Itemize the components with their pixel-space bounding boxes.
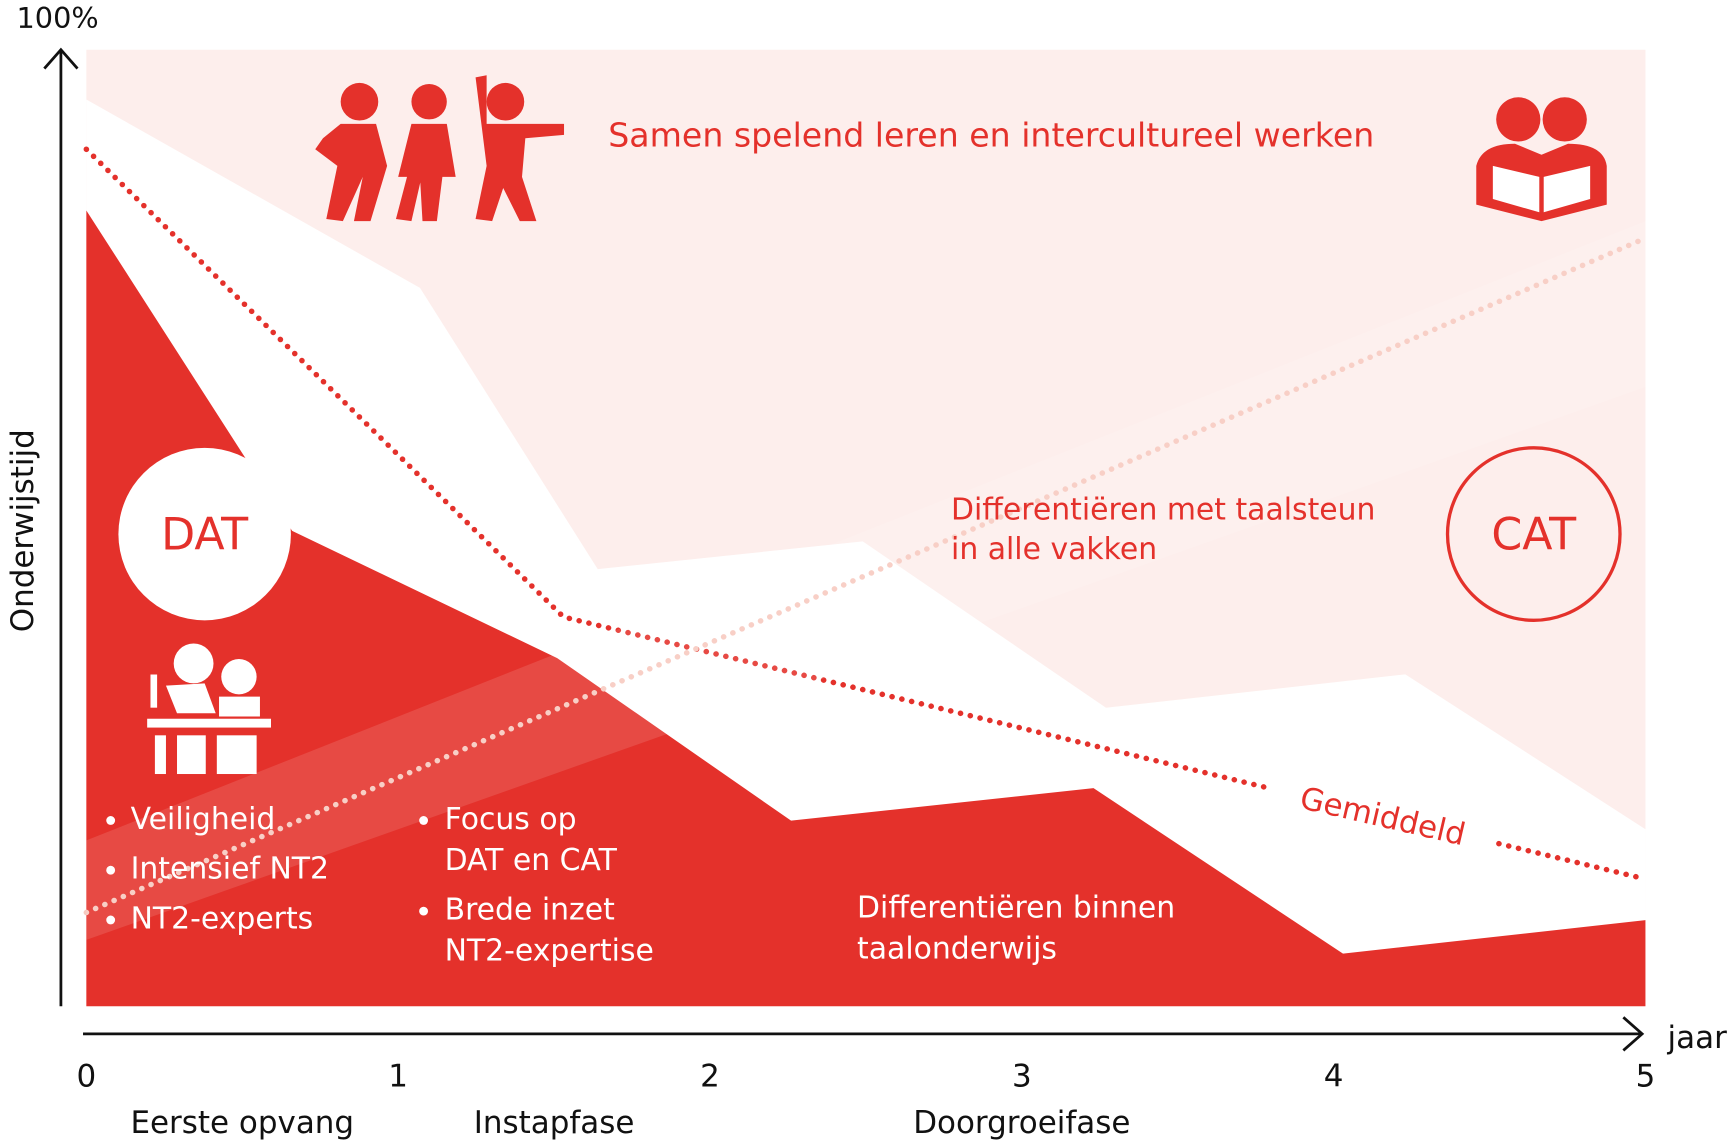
x-tick-label: 5 <box>1636 1059 1656 1095</box>
annotation: in alle vakken <box>951 532 1157 567</box>
phase-label: Doorgroeifase <box>913 1105 1130 1141</box>
y-tick-label: 100% <box>17 1 99 35</box>
annotation: Differentiëren met taalsteun <box>951 492 1375 527</box>
bullet: NT2-experts <box>131 901 314 936</box>
bullet: DAT en CAT <box>445 843 618 878</box>
chart: DAT CAT jaar <box>0 0 1734 1145</box>
x-tick-label: 2 <box>700 1059 720 1095</box>
phase-label: Eerste opvang <box>130 1105 354 1141</box>
x-tick-label: 4 <box>1324 1059 1344 1095</box>
bullet: Focus op <box>445 802 577 837</box>
annotation: taalonderwijs <box>857 931 1057 966</box>
x-tick-label: 1 <box>388 1059 408 1095</box>
bullet: Veiligheid <box>131 802 276 837</box>
phase-label: Instapfase <box>474 1105 635 1141</box>
bullet: Brede inzet <box>445 893 615 928</box>
bullet: NT2-expertise <box>445 934 654 969</box>
x-tick-label: 0 <box>76 1059 96 1095</box>
x-tick-label: 3 <box>1012 1059 1032 1095</box>
x-axis-label: jaar <box>1667 1020 1728 1056</box>
bullet: Intensief NT2 <box>131 852 329 887</box>
cat-label: CAT <box>1491 509 1577 560</box>
y-axis-label: Onderwijstijd <box>5 429 41 632</box>
annotation: Samen spelend leren en intercultureel we… <box>608 116 1374 155</box>
annotation: Differentiëren binnen <box>857 890 1175 925</box>
dat-label: DAT <box>161 509 249 560</box>
